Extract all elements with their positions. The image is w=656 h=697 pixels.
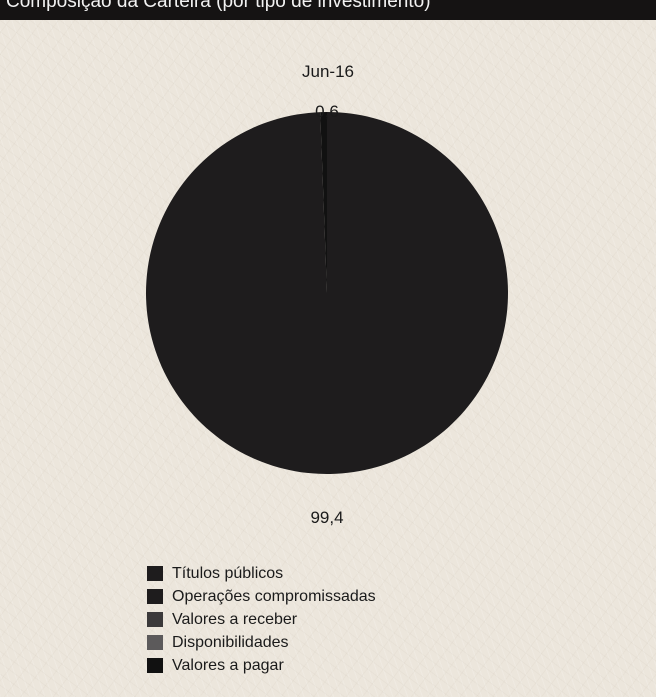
legend-label: Valores a receber [172, 610, 298, 628]
data-label: 0,6 [315, 102, 339, 121]
legend-label: Valores a pagar [172, 656, 284, 674]
pie-slice [320, 112, 327, 293]
legend-label: Disponibilidades [172, 633, 289, 651]
legend-item: Valores a pagar [147, 654, 376, 677]
legend-item: Valores a receber [147, 608, 376, 631]
legend-item: Disponibilidades [147, 631, 376, 654]
chart-legend: Títulos públicos Operações compromissadas… [147, 562, 376, 677]
legend-item: Títulos públicos [147, 562, 376, 585]
legend-label: Títulos públicos [172, 564, 284, 582]
legend-swatch [147, 635, 163, 650]
legend-swatch [147, 612, 163, 627]
legend-swatch [147, 589, 163, 604]
legend-swatch [147, 566, 163, 581]
pie-slice [146, 112, 509, 474]
legend-label: Operações compromissadas [172, 587, 376, 605]
chart-title: Composição da Carteira (por tipo de inve… [6, 0, 431, 12]
legend-item: Operações compromissadas [147, 585, 376, 608]
legend-swatch [147, 658, 163, 673]
pie-chart: 0,6 99,4 [146, 102, 509, 527]
period-label: Jun-16 [302, 62, 354, 81]
chart-title-bar: Composição da Carteira (por tipo de inve… [0, 0, 656, 20]
data-label: 99,4 [310, 508, 343, 527]
